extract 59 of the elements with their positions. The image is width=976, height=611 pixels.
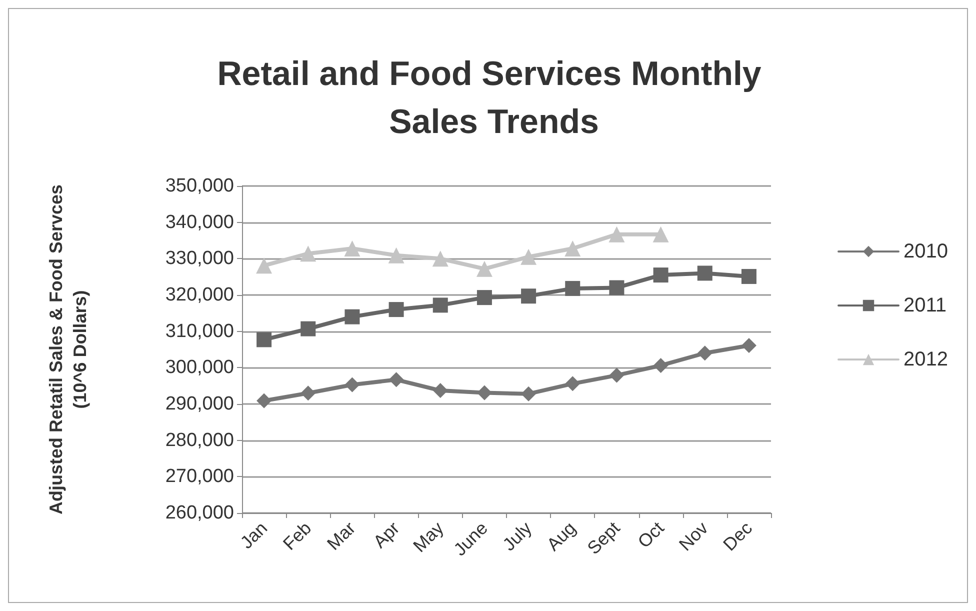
x-tick-label: May: [409, 518, 448, 556]
point: [521, 386, 536, 402]
point: [609, 280, 624, 296]
legend-label: 2010: [904, 240, 948, 262]
point: [388, 247, 404, 264]
point: [652, 226, 669, 242]
point: [608, 226, 625, 242]
x-tick-label: Nov: [675, 518, 712, 555]
x-tick-label: July: [498, 518, 536, 555]
y-tick-label: 320,000: [165, 284, 234, 306]
point: [344, 377, 360, 392]
point: [741, 268, 756, 284]
y-tick-label: 300,000: [165, 357, 234, 378]
point: [256, 393, 272, 408]
chart-title: Retail and Food Services Monthly Sales Trends: [217, 55, 771, 141]
point: [344, 309, 360, 324]
point: [741, 338, 756, 354]
x-tick-label: Mar: [323, 518, 360, 554]
point: [476, 290, 492, 306]
point: [300, 321, 316, 336]
point: [653, 358, 668, 373]
y-tick-label: 330,000: [165, 248, 234, 270]
y-tick-label: 350,000: [165, 176, 234, 196]
y-tick-label: 260,000: [165, 502, 234, 524]
y-tick-label: 310,000: [165, 320, 234, 342]
point: [476, 260, 492, 277]
x-tick-label: Feb: [279, 518, 316, 554]
point: [388, 302, 404, 318]
point: [520, 248, 537, 265]
y-tick-label: 270,000: [165, 466, 234, 488]
point: [256, 332, 272, 348]
point: [521, 288, 536, 304]
x-tick-label: Dec: [719, 518, 756, 555]
point: [256, 258, 272, 274]
point: [300, 386, 316, 401]
legend-label: 2012: [904, 348, 948, 370]
point: [432, 383, 448, 398]
x-tick-label: Jan: [236, 518, 272, 553]
point: [432, 250, 448, 267]
point: [564, 240, 581, 256]
point: [432, 298, 448, 313]
y-tick-label: 280,000: [165, 430, 234, 451]
point: [697, 266, 712, 281]
legend-label: 2011: [904, 294, 947, 316]
y-axis-title: Adjusted Retatil Sales & Food Servces (10^6 Dollars): [46, 184, 90, 515]
y-tick-label: 290,000: [165, 394, 234, 414]
point: [565, 280, 580, 296]
point: [653, 268, 668, 283]
x-tick-label: Apr: [369, 518, 404, 552]
point: [300, 246, 316, 262]
x-tick-label: Oct: [634, 518, 668, 552]
point: [388, 372, 404, 388]
y-tick-label: 340,000: [165, 212, 234, 233]
x-tick-label: Aug: [542, 518, 580, 555]
point: [565, 376, 580, 392]
point: [344, 240, 360, 256]
point: [476, 385, 492, 400]
point: [697, 346, 712, 361]
point: [609, 368, 624, 383]
